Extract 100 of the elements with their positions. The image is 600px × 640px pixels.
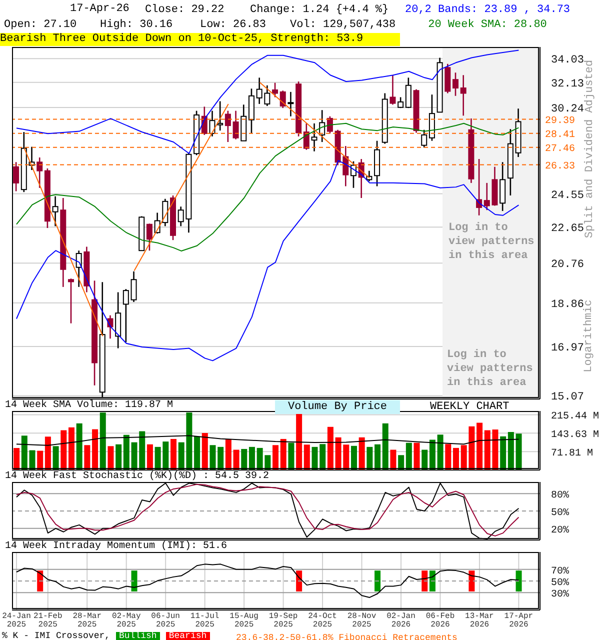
bar [21, 436, 28, 470]
text: 20,2 Bands: 23.89 , 34.73 [405, 3, 570, 17]
bar [202, 433, 208, 470]
candlestick [444, 63, 451, 94]
bar [445, 444, 452, 470]
candlestick [311, 122, 318, 152]
text: Bullish [116, 631, 160, 640]
bar [248, 446, 255, 470]
x-tick-label: 21-Feb 2025 [33, 612, 62, 630]
y-tick-label: 30% [551, 590, 570, 601]
y-tick-label: 50% [551, 508, 570, 519]
candlestick [13, 161, 20, 192]
bar [84, 445, 90, 470]
ref-line-label: 26.33 [545, 161, 576, 172]
bar [414, 442, 420, 470]
bar [218, 446, 224, 470]
y-tick-label: 143.63 M [551, 430, 600, 442]
chart-title: 17-Apr-26 [70, 3, 130, 15]
text: 23.6-38.2-50-61.8% Fibonacci Retracements [236, 632, 458, 640]
x-tick-label: 28-Nov 2025 [347, 612, 376, 630]
candlestick [122, 288, 129, 343]
bar [116, 444, 122, 470]
candlestick [36, 156, 43, 189]
candlestick [146, 222, 152, 252]
text: 20 Week SMA: 28.80 [428, 18, 547, 32]
y-tick-label: 50% [551, 578, 570, 589]
y-tick-label: 215.44 M [551, 412, 600, 423]
x-tick-label: 02-May 2025 [112, 612, 141, 630]
text: Open: 27.10 [4, 18, 77, 32]
bar [437, 434, 444, 470]
bar [296, 412, 302, 470]
bar [194, 436, 200, 470]
bar [60, 430, 67, 470]
candlestick [107, 314, 114, 340]
ref-line-label: 27.46 [545, 144, 576, 155]
y-tick-label: 24.55 [551, 190, 584, 202]
candlestick [288, 91, 294, 117]
y-tick-label: 32.13 [551, 78, 584, 90]
x-tick-label: 15-Aug 2025 [230, 612, 259, 630]
y-tick-label: 15.07 [551, 392, 584, 404]
bar [453, 448, 459, 470]
line-series [16, 564, 520, 598]
y-tick-label: 20.76 [551, 259, 584, 272]
band-label: Log in to view patterns in this area [448, 222, 534, 262]
candlestick [500, 161, 506, 212]
y-tick-label: 71.81 M [551, 448, 594, 460]
candlestick [68, 278, 74, 324]
chart-title: 14 Week Intraday Momentum (IMI): 51.6 [5, 541, 228, 552]
line-series [16, 50, 520, 154]
candlestick [405, 77, 412, 109]
bar [280, 438, 286, 470]
bar [233, 450, 240, 470]
bar [516, 434, 522, 470]
candlestick [326, 116, 333, 134]
bar [170, 438, 177, 470]
x-tick-label: 02-Jan 2026 [386, 612, 416, 630]
bar [225, 439, 232, 470]
text: Vol: 129,507,438 [290, 18, 396, 32]
x-tick-label: 19-Sep 2025 [268, 612, 298, 630]
bar [422, 450, 428, 470]
chart-subtitle: Bearish Three Outside Down on 10-Oct-25, Strength: 53.9 [0, 33, 400, 46]
x-tick-label: 24-Oct 2025 [308, 612, 337, 630]
ref-line-label: 28.41 [545, 130, 576, 141]
annotation: Volume By Price [275, 400, 400, 414]
candlestick [52, 196, 58, 227]
candlestick [452, 72, 458, 97]
bar [358, 437, 365, 470]
annotation: Log in to view patterns in this area [447, 348, 534, 390]
y-tick-label: 70% [551, 566, 570, 578]
text: Close: 29.22 [145, 3, 224, 17]
bar [406, 442, 412, 470]
candlestick [460, 74, 466, 116]
chart-title: 14 Week SMA Volume: 119.87 M [5, 400, 174, 411]
bar [14, 448, 20, 470]
bar [76, 423, 82, 470]
bar [241, 448, 248, 470]
candlestick [115, 292, 122, 349]
text: Logarithmic [583, 298, 596, 374]
x-tick-label: 13-Mar 2026 [465, 612, 494, 630]
y-tick-label: 80% [551, 490, 570, 502]
candlestick [272, 82, 278, 98]
bar [272, 445, 279, 470]
text: Bearish [166, 631, 210, 640]
bar [429, 440, 436, 470]
candlestick [280, 90, 286, 109]
text: Change: 1.24 {+4.4 %} [250, 3, 389, 17]
text: High: 30.16 [100, 18, 173, 32]
bar [398, 455, 404, 470]
bar [374, 444, 381, 470]
ref-line-label: 29.39 [545, 116, 576, 127]
x-tick-label: 17-Apr 2026 [504, 612, 534, 630]
bar [100, 412, 106, 470]
x-tick-label: 11-Jul 2025 [190, 612, 220, 630]
x-tick-label: 28-Mar 2025 [72, 612, 102, 630]
candlestick [232, 110, 239, 140]
y-tick-label: 34.03 [551, 54, 584, 67]
bar [44, 436, 51, 470]
bar [500, 436, 506, 470]
x-tick-label: 24-Jan 2025 [2, 612, 32, 630]
bar [92, 429, 98, 470]
